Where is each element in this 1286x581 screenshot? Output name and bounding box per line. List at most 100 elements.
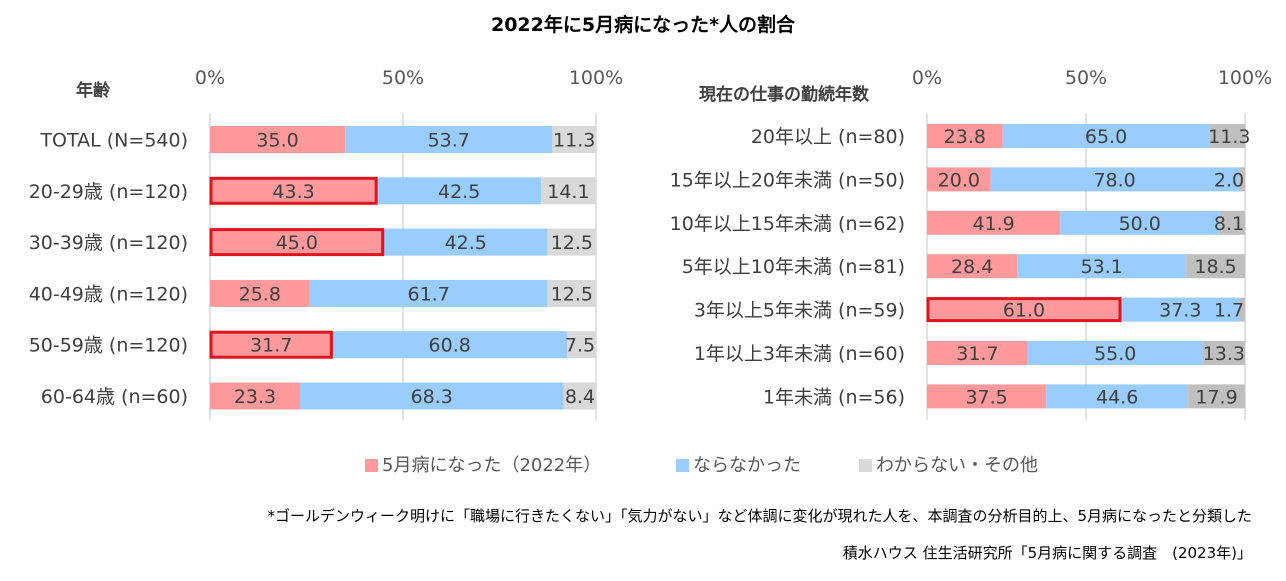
bar-segment — [210, 331, 333, 359]
data-label: 45.0 — [276, 232, 318, 254]
data-label: 28.4 — [951, 256, 993, 278]
bar-segment — [1238, 167, 1245, 192]
data-label: 11.3 — [553, 130, 595, 152]
data-label: 78.0 — [1093, 169, 1135, 191]
data-label: 61.7 — [408, 283, 450, 305]
legend-swatch-unknown — [859, 459, 872, 472]
bar-segment — [210, 126, 346, 153]
highlight-box — [926, 297, 1122, 323]
data-label: 12.5 — [551, 283, 593, 305]
bar-segment — [927, 167, 991, 192]
bar-segment — [927, 384, 1047, 409]
bar-segment — [552, 126, 596, 153]
bar-segment — [927, 341, 1028, 365]
data-label: 14.1 — [547, 181, 589, 203]
category-label: 5年以上10年未満 (n=81) — [682, 256, 905, 278]
chart-age: 0% 50% 100% 年齢 TOTAL (N=540) 35.0 53.7 11.3 20-2… — [29, 67, 623, 420]
category-label: 10年以上15年未満 (n=62) — [670, 213, 905, 235]
bar-segment — [1202, 341, 1245, 365]
data-label: 41.9 — [972, 213, 1014, 235]
data-label: 37.5 — [965, 386, 1007, 408]
bar-segment — [1002, 124, 1210, 148]
source-citation: 積水ハウス 住生活研究所「5月病に関する調査 (2023年)」 — [842, 544, 1252, 562]
bar-segment — [567, 331, 596, 359]
category-label: 40-49歳 (n=120) — [29, 283, 188, 305]
data-label: 7.5 — [565, 335, 595, 357]
legend-label-became: 5月病になった（2022年） — [382, 455, 602, 476]
data-label: 37.3 — [1159, 300, 1201, 322]
data-label: 55.0 — [1094, 343, 1136, 365]
x-tick-label: 100% — [1218, 67, 1272, 89]
data-label: 17.9 — [1195, 386, 1237, 408]
data-label: 42.5 — [445, 232, 487, 254]
bar-segment — [1209, 124, 1246, 148]
x-tick-label: 0% — [195, 67, 225, 89]
data-label: 23.8 — [944, 126, 986, 148]
data-label: 53.1 — [1081, 256, 1123, 278]
category-label: 30-39歳 (n=120) — [29, 232, 188, 254]
bar-segment — [210, 279, 310, 307]
data-label: 50.0 — [1119, 213, 1161, 235]
bar-segment — [927, 210, 1061, 235]
bar-segment — [1186, 254, 1245, 279]
bar-segment — [547, 228, 596, 256]
highlight-box — [209, 330, 333, 359]
data-label: 8.4 — [565, 386, 595, 408]
legend-swatch-did-not — [676, 459, 689, 472]
highlight-box — [209, 176, 378, 205]
data-label: 60.8 — [429, 335, 471, 357]
category-label: 20-29歳 (n=120) — [29, 181, 188, 203]
data-label: 20.0 — [938, 169, 980, 191]
category-label: 1年以上3年未満 (n=60) — [694, 343, 905, 365]
bar-segment — [541, 177, 596, 205]
chart-tenure: 0% 50% 100% 現在の仕事の勤続年数 20年以上 (n=80) 23.8 65.0 1… — [670, 67, 1272, 420]
bar-segment — [927, 254, 1018, 279]
category-label: 60-64歳 (n=60) — [41, 386, 188, 408]
x-tick-label: 50% — [1065, 67, 1107, 89]
bar-segment — [1120, 297, 1240, 322]
data-label: 65.0 — [1085, 126, 1127, 148]
data-label: 31.7 — [956, 343, 998, 365]
category-label: TOTAL (N=540) — [39, 130, 188, 152]
bar-segment — [377, 177, 542, 205]
bar-segment — [1060, 210, 1220, 235]
chart-title: 2022年に5月病になった*人の割合 — [490, 14, 796, 36]
data-label: 53.7 — [428, 130, 470, 152]
legend-item-did-not: ならなかった — [676, 451, 801, 477]
x-tick-label: 100% — [569, 67, 623, 89]
bar-segment — [927, 297, 1121, 322]
bar-segment — [1027, 341, 1203, 365]
bar-segment — [1188, 384, 1245, 409]
category-label: 15年以上20年未満 (n=50) — [670, 169, 905, 191]
category-label: 50-59歳 (n=120) — [29, 335, 188, 357]
data-label: 23.3 — [234, 386, 276, 408]
data-label: 61.0 — [1003, 300, 1045, 322]
bar-segment — [210, 228, 384, 256]
bar-segment — [299, 382, 564, 410]
legend: 5月病になった（2022年） ならなかった わからない・その他 — [0, 451, 1286, 479]
category-label: 20年以上 (n=80) — [751, 126, 905, 148]
bar-segment — [927, 124, 1003, 148]
footnote: *ゴールデンウィーク明けに「職場に行きたくない」「気力がない」など体調に変化が現… — [267, 507, 1252, 525]
x-tick-label: 50% — [382, 67, 424, 89]
bar-segment — [1219, 210, 1245, 235]
category-header: 現在の仕事の勤続年数 — [699, 84, 870, 105]
bar-segment — [345, 126, 553, 153]
bar-segment — [210, 177, 378, 205]
bar-segment — [332, 331, 568, 359]
bar-segment — [990, 167, 1239, 192]
bar-segment — [383, 228, 548, 256]
category-label: 3年以上5年未満 (n=59) — [694, 300, 905, 322]
data-label: 2.0 — [1214, 169, 1244, 191]
data-label: 1.7 — [1214, 300, 1244, 322]
data-label: 35.0 — [256, 130, 298, 152]
bar-segment — [1046, 384, 1189, 409]
bar-segment — [547, 279, 596, 307]
highlight-box — [209, 228, 385, 257]
legend-swatch-became — [365, 459, 378, 472]
data-label: 31.7 — [250, 335, 292, 357]
bar-segment — [1017, 254, 1187, 279]
category-label: 1年未満 (n=56) — [763, 386, 905, 408]
legend-item-became: 5月病になった（2022年） — [365, 451, 601, 477]
